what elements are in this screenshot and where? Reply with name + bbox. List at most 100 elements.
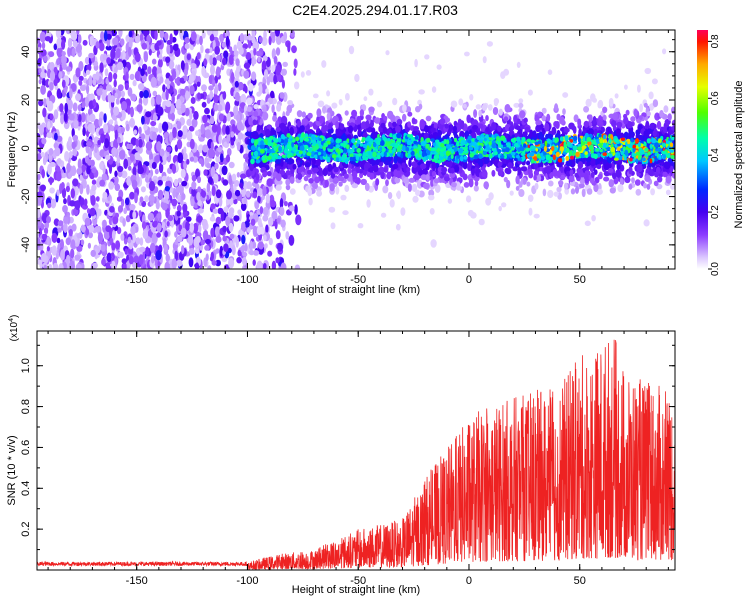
heatmap-cell bbox=[105, 225, 112, 233]
heatmap-cell bbox=[386, 171, 392, 180]
heatmap-cell bbox=[155, 250, 162, 261]
heatmap-cell bbox=[78, 114, 82, 123]
heatmap-cell bbox=[137, 166, 144, 175]
heatmap-cell bbox=[452, 125, 457, 133]
heatmap-cell bbox=[77, 34, 82, 44]
heatmap-cell bbox=[665, 189, 671, 196]
heatmap-cell bbox=[348, 45, 355, 55]
heatmap-cell bbox=[41, 233, 48, 241]
heatmap-cell bbox=[215, 189, 222, 199]
heatmap-cell bbox=[132, 166, 137, 177]
heatmap-cell bbox=[223, 206, 229, 213]
heatmap-cell bbox=[639, 115, 643, 121]
heatmap-cell bbox=[259, 226, 265, 235]
heatmap-cell bbox=[469, 94, 474, 101]
heatmap-cell bbox=[228, 174, 233, 186]
heatmap-cell bbox=[153, 112, 157, 122]
heatmap-cell bbox=[176, 98, 182, 109]
heatmap-cell bbox=[305, 70, 312, 76]
heatmap-cell bbox=[37, 173, 41, 181]
heatmap-cell bbox=[103, 123, 109, 133]
heatmap-cell bbox=[72, 178, 79, 187]
heatmap-cell bbox=[450, 167, 455, 174]
heatmap-cell bbox=[425, 115, 432, 122]
heatmap-cell bbox=[222, 236, 227, 242]
heatmap-cell bbox=[209, 216, 216, 222]
heatmap-cell bbox=[275, 173, 282, 182]
heatmap-cell bbox=[241, 234, 246, 245]
heatmap-cell bbox=[195, 231, 202, 238]
heatmap-cell bbox=[402, 104, 407, 113]
heatmap-cell bbox=[295, 214, 302, 226]
heatmap-cell bbox=[280, 219, 286, 228]
heatmap-cell bbox=[136, 104, 143, 113]
heatmap-cell bbox=[179, 77, 185, 83]
heatmap-cell bbox=[100, 244, 106, 252]
heatmap-cell bbox=[255, 173, 260, 181]
heatmap-cell bbox=[99, 179, 106, 187]
heatmap-cell bbox=[628, 130, 635, 137]
heatmap-cell bbox=[433, 178, 440, 184]
heatmap-cell bbox=[211, 185, 216, 197]
heatmap-cell bbox=[645, 120, 650, 130]
heatmap-cell bbox=[623, 116, 629, 125]
heatmap-cell bbox=[164, 32, 169, 41]
heatmap-cell bbox=[251, 37, 256, 44]
heatmap-cell bbox=[56, 189, 60, 197]
heatmap-cell bbox=[262, 111, 269, 121]
heatmap-cell bbox=[575, 185, 579, 194]
heatmap-cell bbox=[317, 100, 325, 108]
heatmap-cell bbox=[326, 112, 331, 121]
heatmap-cell bbox=[368, 88, 374, 96]
heatmap-cell bbox=[141, 221, 147, 230]
heatmap-cell bbox=[53, 109, 59, 120]
heatmap-cell bbox=[552, 168, 558, 177]
heatmap-cell bbox=[109, 206, 115, 213]
heatmap-cell bbox=[268, 237, 273, 246]
heatmap-cell bbox=[368, 106, 375, 113]
heatmap-cell bbox=[597, 120, 604, 127]
heatmap-cell bbox=[271, 104, 275, 113]
heatmap-cell bbox=[106, 84, 112, 92]
heatmap-cell bbox=[37, 57, 42, 67]
heatmap-cell bbox=[90, 249, 97, 257]
heatmap-cell bbox=[91, 184, 97, 192]
heatmap-cell bbox=[189, 222, 195, 233]
heatmap-cell bbox=[102, 219, 107, 229]
heatmap-cell bbox=[91, 167, 97, 174]
heatmap-cell bbox=[89, 113, 96, 123]
heatmap-cell bbox=[493, 98, 500, 105]
heatmap-cell bbox=[285, 110, 290, 117]
heatmap-cell bbox=[229, 240, 233, 249]
heatmap-cell bbox=[134, 35, 140, 44]
heatmap-cell bbox=[60, 182, 65, 190]
heatmap-cell bbox=[289, 188, 296, 195]
heatmap-cell bbox=[122, 218, 126, 227]
heatmap-cell bbox=[143, 124, 148, 131]
heatmap-cell bbox=[263, 263, 267, 269]
heatmap-cell bbox=[251, 71, 257, 81]
heatmap-cell bbox=[56, 237, 61, 244]
heatmap-cell bbox=[207, 265, 212, 269]
heatmap-cell bbox=[357, 223, 364, 229]
heatmap-cell bbox=[365, 120, 370, 129]
heatmap-cell bbox=[71, 223, 77, 232]
heatmap-cell bbox=[123, 238, 128, 245]
heatmap-cell bbox=[183, 146, 187, 155]
heatmap-cell bbox=[283, 31, 288, 42]
heatmap-cell bbox=[180, 227, 187, 238]
heatmap-cell bbox=[120, 109, 126, 121]
heatmap-cell bbox=[533, 174, 537, 181]
heatmap-cell bbox=[58, 71, 63, 79]
heatmap-cell bbox=[130, 137, 137, 146]
heatmap-cell bbox=[545, 165, 552, 174]
heatmap-cell bbox=[61, 51, 66, 57]
heatmap-cell bbox=[517, 166, 522, 176]
heatmap-cell bbox=[266, 170, 272, 177]
heatmap-cell bbox=[314, 176, 320, 184]
heatmap-cell bbox=[247, 35, 253, 41]
heatmap-cell bbox=[624, 176, 631, 184]
heatmap-cell bbox=[225, 154, 231, 163]
heatmap-cell bbox=[165, 56, 171, 63]
heatmap-cell bbox=[79, 183, 84, 195]
